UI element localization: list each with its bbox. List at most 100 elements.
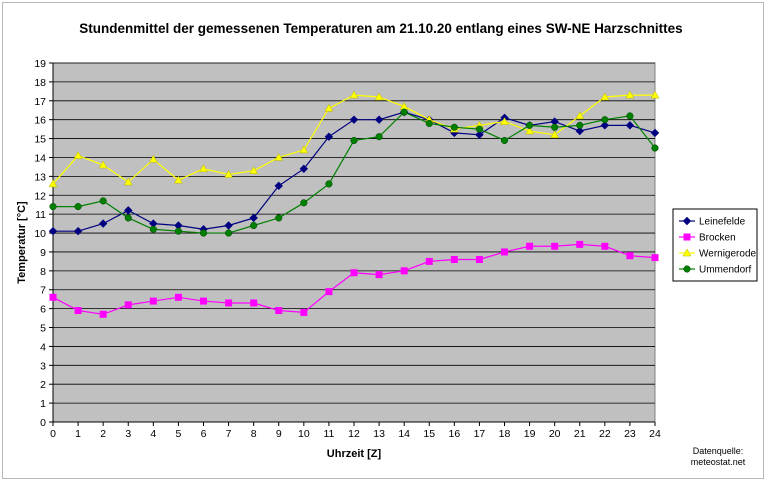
y-tick-label: 5 <box>40 323 46 335</box>
x-tick-label: 8 <box>251 428 257 440</box>
legend-label-ummendorf: Ummendorf <box>699 265 751 276</box>
data-point-leinefelde <box>224 221 233 230</box>
x-tick-label: 15 <box>423 428 435 440</box>
y-tick-label: 11 <box>35 209 46 221</box>
data-point-ummendorf <box>551 123 559 131</box>
x-tick-label: 20 <box>549 428 561 440</box>
data-point-wernigerode <box>625 90 635 99</box>
data-point-ummendorf <box>300 199 308 207</box>
x-tick-label: 14 <box>398 428 410 440</box>
y-tick-label: 18 <box>34 77 46 89</box>
data-point-wernigerode <box>299 145 309 154</box>
data-point-brocken <box>651 254 659 262</box>
x-tick-label: 16 <box>448 428 460 440</box>
data-point-ummendorf <box>350 136 358 145</box>
data-point-wernigerode <box>500 117 509 125</box>
source-label: Datenquelle: <box>693 446 744 456</box>
data-point-leinefelde <box>349 115 359 124</box>
data-point-leinefelde <box>249 213 258 223</box>
y-tick-label: 8 <box>40 266 46 278</box>
legend-label-wernigerode: Wernigerode <box>699 249 757 260</box>
legend-item-wernigerode: Wernigerode <box>679 248 757 260</box>
x-tick-label: 3 <box>125 428 131 440</box>
data-point-brocken <box>99 310 107 318</box>
series-wernigerode <box>48 90 660 188</box>
data-point-brocken <box>149 297 157 305</box>
data-point-brocken <box>450 256 458 264</box>
legend-marker <box>683 265 691 273</box>
data-point-wernigerode <box>550 130 560 139</box>
data-point-brocken <box>250 299 258 307</box>
y-tick-label: 10 <box>34 228 46 240</box>
y-tick-label: 0 <box>40 417 46 429</box>
y-tick-label: 19 <box>34 58 46 70</box>
x-tick-label: 22 <box>599 428 611 440</box>
data-point-wernigerode <box>525 126 535 135</box>
x-tick-label: 13 <box>373 428 385 440</box>
data-point-leinefelde <box>98 219 108 228</box>
y-tick-label: 16 <box>34 115 46 127</box>
data-point-wernigerode <box>123 177 133 186</box>
data-point-ummendorf <box>225 229 233 237</box>
data-point-ummendorf <box>425 119 433 128</box>
data-point-wernigerode <box>249 166 259 174</box>
data-point-brocken <box>325 288 333 296</box>
data-point-wernigerode <box>324 103 334 112</box>
data-point-brocken <box>49 293 57 301</box>
x-tick-label: 0 <box>50 428 56 440</box>
data-point-wernigerode <box>600 92 610 101</box>
x-tick-label: 1 <box>75 428 81 440</box>
data-point-brocken <box>601 242 609 250</box>
data-point-leinefelde <box>650 128 660 138</box>
y-tick-label: 9 <box>40 247 46 259</box>
y-tick-label: 7 <box>40 285 46 297</box>
x-tick-label: 9 <box>276 428 282 440</box>
data-point-wernigerode <box>199 164 208 173</box>
data-point-ummendorf <box>250 221 258 230</box>
y-tick-label: 6 <box>40 304 46 316</box>
x-tick-label: 12 <box>348 428 360 440</box>
data-point-wernigerode <box>48 179 58 188</box>
legend-marker <box>682 216 692 226</box>
data-point-brocken <box>475 256 483 264</box>
data-point-ummendorf <box>74 203 82 211</box>
data-point-brocken <box>350 269 358 277</box>
data-point-ummendorf <box>626 112 634 120</box>
y-tick-label: 15 <box>34 134 46 146</box>
x-tick-label: 11 <box>323 428 334 440</box>
legend-item-ummendorf: Ummendorf <box>679 265 751 276</box>
data-point-brocken <box>576 240 584 248</box>
y-tick-label: 17 <box>34 96 46 108</box>
x-tick-label: 18 <box>499 428 511 440</box>
y-tick-label: 14 <box>34 152 46 164</box>
x-tick-label: 24 <box>649 428 661 440</box>
x-tick-label: 2 <box>100 428 106 440</box>
data-point-brocken <box>551 242 559 250</box>
data-point-ummendorf <box>651 144 659 152</box>
data-point-leinefelde <box>374 115 384 124</box>
data-point-wernigerode <box>650 90 660 99</box>
x-tick-label: 6 <box>201 428 207 440</box>
chart-frame: Stundenmittel der gemessenen Temperature… <box>2 2 764 479</box>
data-point-brocken <box>400 267 408 275</box>
y-tick-label: 2 <box>40 379 46 391</box>
legend: Leinefelde Brocken Wernigerode Ummendorf <box>672 208 758 282</box>
x-tick-label: 17 <box>474 428 486 440</box>
y-tick-label: 3 <box>40 360 46 372</box>
data-point-leinefelde <box>299 164 309 174</box>
data-point-ummendorf <box>124 214 132 222</box>
data-point-wernigerode <box>274 152 284 161</box>
x-tick-label: 7 <box>226 428 232 440</box>
data-point-brocken <box>501 248 508 256</box>
data-point-brocken <box>74 307 82 315</box>
x-tick-label: 19 <box>524 428 536 440</box>
data-point-brocken <box>425 257 433 265</box>
data-point-ummendorf <box>99 197 107 205</box>
y-axis-label: Temperatur [°C] <box>16 201 28 284</box>
data-point-ummendorf <box>576 121 584 129</box>
x-tick-label: 21 <box>574 428 586 440</box>
data-point-wernigerode <box>349 90 359 99</box>
data-point-brocken <box>200 297 207 305</box>
data-point-brocken <box>275 307 283 315</box>
data-point-ummendorf <box>375 133 383 141</box>
